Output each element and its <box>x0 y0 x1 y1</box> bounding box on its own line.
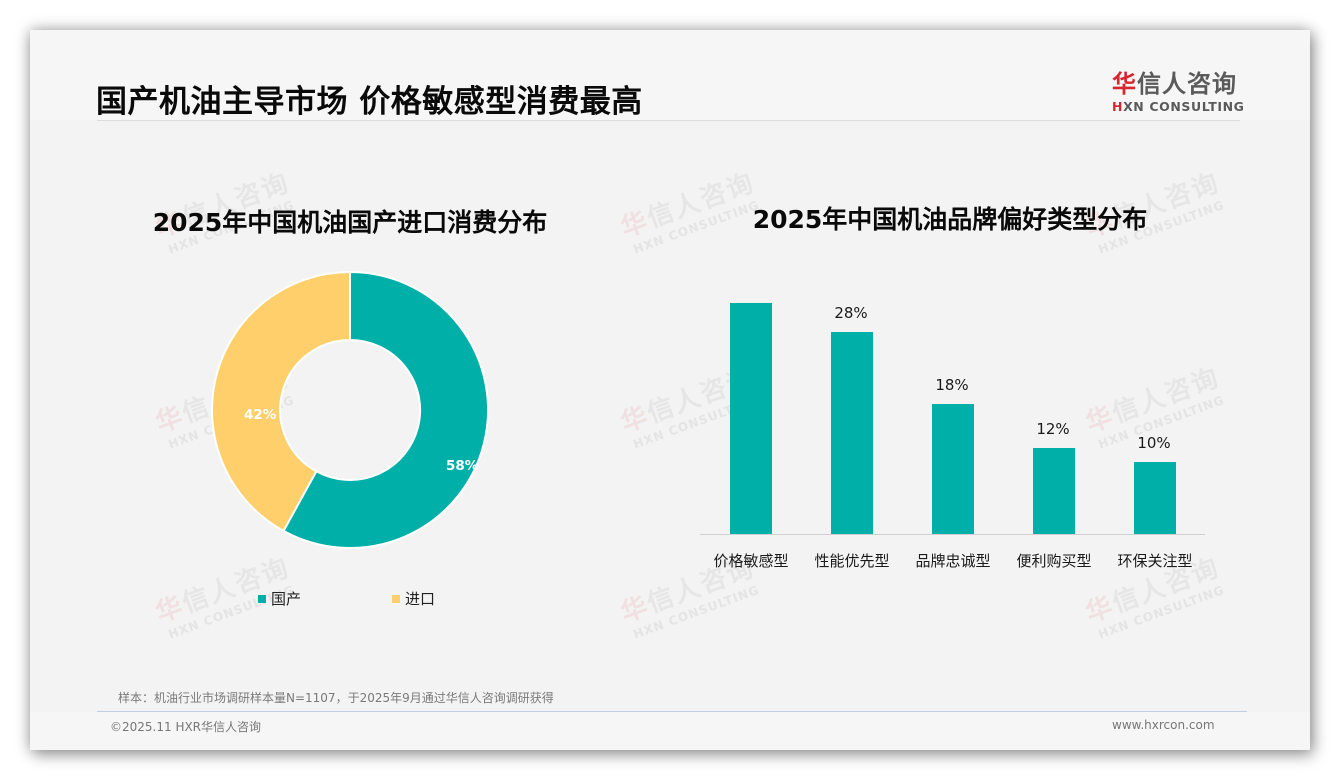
bar-eco-conscious <box>1134 462 1176 534</box>
legend-swatch-yellow <box>392 594 400 603</box>
donut-label-domestic: 58% <box>446 458 479 474</box>
bar-category-label: 性能优先型 <box>814 552 890 570</box>
website-link[interactable]: www.hxrcon.com <box>1112 718 1215 732</box>
donut-chart: 58% 42% <box>210 270 490 550</box>
logo-text-cn: 华信人咨询 <box>1112 70 1237 98</box>
bar-value-label: 12% <box>1036 420 1070 438</box>
bar-brand-loyal <box>932 404 974 534</box>
bar-category-label: 价格敏感型 <box>713 552 789 570</box>
slide: 华信人咨询 HXN CONSULTING 华信人咨询 HXN CONSULTIN… <box>30 30 1310 750</box>
x-axis-line <box>700 534 1205 535</box>
bar-chart: 32% 价格敏感型 28% 性能优先型 18% 品牌忠诚型 12% 便利购买型 … <box>700 270 1220 610</box>
brand-logo: 华信人咨询 HXN CONSULTING <box>1112 64 1245 114</box>
logo-text-en: HXN CONSULTING <box>1112 99 1245 114</box>
bar-price-sensitive <box>730 303 772 534</box>
donut-slice-domestic <box>282 270 489 549</box>
legend-item-domestic: 国产 <box>258 588 301 609</box>
bar-convenience <box>1033 448 1075 534</box>
legend-swatch-teal <box>258 594 266 603</box>
legend-label: 国产 <box>271 590 302 608</box>
footer-divider <box>97 711 1247 712</box>
bar-category-label: 环保关注型 <box>1117 552 1193 570</box>
bar-value-label: 28% <box>834 304 868 322</box>
donut-label-import: 42% <box>244 407 277 423</box>
sample-footnote: 样本：机油行业市场调研样本量N=1107，于2025年9月通过华信人咨询调研获得 <box>118 691 554 705</box>
donut-chart-title: 2025年中国机油国产进口消费分布 <box>152 208 548 237</box>
donut-chart-graphic <box>211 270 489 549</box>
header-band <box>30 30 1310 120</box>
page-title: 国产机油主导市场 价格敏感型消费最高 <box>96 84 643 120</box>
copyright-text: ©2025.11 HXR华信人咨询 <box>110 720 262 734</box>
legend-item-import: 进口 <box>392 588 435 609</box>
bar-performance-first <box>831 332 873 534</box>
bar-category-label: 便利购买型 <box>1016 552 1092 570</box>
bar-category-label: 品牌忠诚型 <box>915 552 991 570</box>
footer-band <box>30 712 1310 750</box>
title-divider <box>97 120 1240 121</box>
legend-label: 进口 <box>405 590 436 608</box>
bar-chart-title: 2025年中国机油品牌偏好类型分布 <box>752 205 1148 234</box>
donut-slice-import <box>211 270 351 533</box>
bar-value-label: 10% <box>1137 434 1171 452</box>
bar-value-label: 18% <box>935 376 969 394</box>
